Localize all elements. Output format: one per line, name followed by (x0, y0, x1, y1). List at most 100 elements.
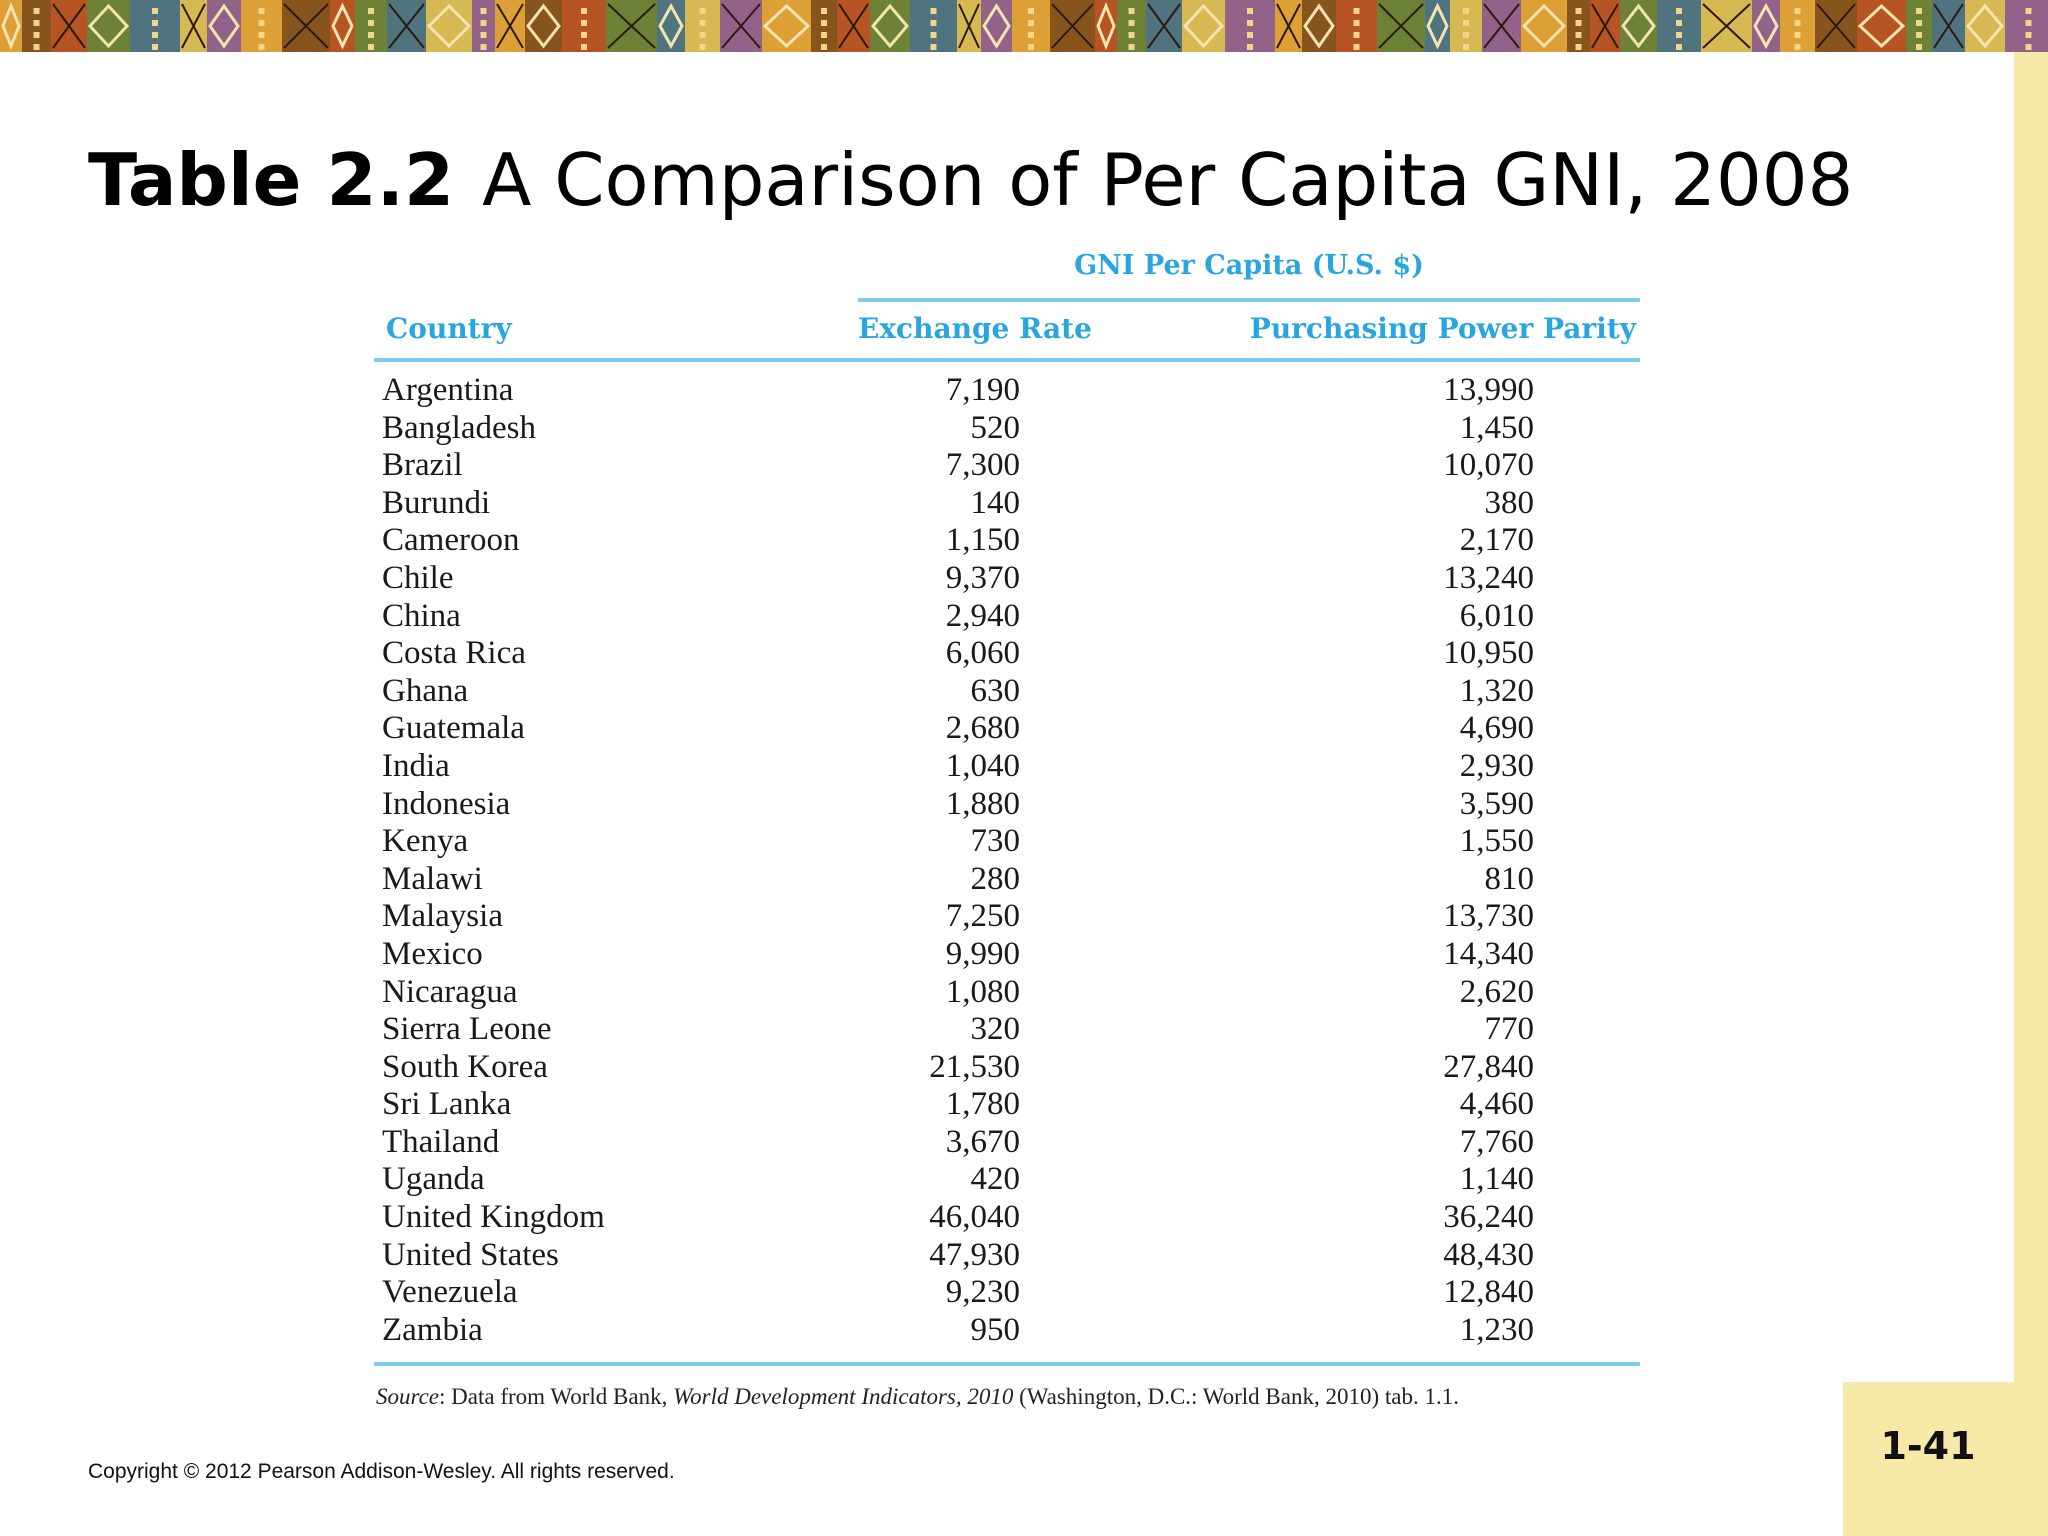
source-text-before: : Data from World Bank, (439, 1384, 674, 1409)
country-cell: South Korea (382, 1048, 548, 1085)
table-row: United Kingdom 46,040 36,240 (374, 1199, 1640, 1237)
exchange-rate-cell: 520 (970, 409, 1021, 446)
source-note: Source: Data from World Bank, World Deve… (376, 1384, 1459, 1410)
table-row: Uganda 420 1,140 (374, 1161, 1640, 1199)
page-number-box (1843, 1382, 2048, 1536)
country-cell: Guatemala (382, 710, 525, 747)
exchange-rate-cell: 420 (970, 1161, 1021, 1198)
country-cell: Chile (382, 559, 454, 596)
ppp-cell: 4,460 (1459, 1086, 1534, 1123)
country-cell: Sierra Leone (382, 1011, 552, 1048)
ppp-cell: 13,990 (1443, 372, 1534, 408)
table-row: Kenya 730 1,550 (374, 823, 1640, 861)
copyright: Copyright © 2012 Pearson Addison-Wesley.… (88, 1460, 675, 1483)
exchange-rate-cell: 9,230 (945, 1274, 1020, 1311)
ppp-cell: 2,620 (1459, 973, 1534, 1010)
table-row: Zambia 950 1,230 (374, 1312, 1640, 1350)
ppp-cell: 2,170 (1459, 522, 1534, 559)
exchange-rate-cell: 1,080 (945, 973, 1020, 1010)
ppp-cell: 7,760 (1459, 1123, 1534, 1160)
country-cell: Mexico (382, 935, 483, 972)
ppp-cell: 10,950 (1443, 635, 1534, 672)
table-row: Indonesia 1,880 3,590 (374, 786, 1640, 824)
country-cell: China (382, 597, 461, 634)
table-row: South Korea 21,530 27,840 (374, 1049, 1640, 1087)
source-italic-title: World Development Indicators, 2010 (673, 1384, 1014, 1409)
country-cell: Venezuela (382, 1274, 518, 1311)
country-cell: Zambia (382, 1311, 483, 1348)
ppp-cell: 10,070 (1443, 447, 1534, 484)
country-cell: Uganda (382, 1161, 485, 1198)
column-header-country: Country (386, 312, 512, 345)
ppp-cell: 2,930 (1459, 747, 1534, 784)
exchange-rate-cell: 7,190 (945, 372, 1020, 408)
country-cell: Kenya (382, 823, 469, 860)
ppp-cell: 1,450 (1459, 409, 1534, 446)
table-row: Mexico 9,990 14,340 (374, 936, 1640, 974)
table-row: Argentina 7,190 13,990 (374, 372, 1640, 410)
ppp-cell: 3,590 (1459, 785, 1534, 822)
ppp-cell: 6,010 (1459, 597, 1534, 634)
ppp-cell: 4,690 (1459, 710, 1534, 747)
country-cell: Indonesia (382, 785, 511, 822)
header-rule (374, 358, 1640, 362)
decorative-banner (0, 0, 2048, 52)
exchange-rate-cell: 320 (970, 1011, 1021, 1048)
column-header-exchange-rate: Exchange Rate (858, 312, 1092, 345)
country-cell: Sri Lanka (382, 1086, 512, 1123)
page-number: 1-41 (1880, 1424, 1976, 1468)
bottom-rule (374, 1362, 1640, 1366)
table-body: Argentina 7,190 13,990 Bangladesh 520 1,450 Br… (374, 372, 1640, 1349)
table-row: Malaysia 7,250 13,730 (374, 898, 1640, 936)
source-text-after: (Washington, D.C.: World Bank, 2010) tab… (1013, 1384, 1459, 1409)
table-row: Chile 9,370 13,240 (374, 560, 1640, 598)
ppp-cell: 12,840 (1443, 1274, 1534, 1311)
exchange-rate-cell: 140 (970, 484, 1021, 521)
country-cell: Malawi (382, 860, 483, 897)
ppp-cell: 1,550 (1459, 823, 1534, 860)
exchange-rate-cell: 630 (970, 672, 1021, 709)
exchange-rate-cell: 730 (970, 823, 1021, 860)
exchange-rate-cell: 1,880 (945, 785, 1020, 822)
exchange-rate-cell: 9,990 (945, 935, 1020, 972)
country-cell: India (382, 747, 450, 784)
table-row: Bangladesh 520 1,450 (374, 410, 1640, 448)
table-row: Burundi 140 380 (374, 485, 1640, 523)
exchange-rate-cell: 7,300 (945, 447, 1020, 484)
exchange-rate-cell: 1,150 (945, 522, 1020, 559)
ppp-cell: 770 (1484, 1011, 1535, 1048)
ppp-cell: 1,230 (1459, 1311, 1534, 1348)
table-row: India 1,040 2,930 (374, 748, 1640, 786)
exchange-rate-cell: 2,680 (945, 710, 1020, 747)
table-row: Brazil 7,300 10,070 (374, 447, 1640, 485)
table-row: Thailand 3,670 7,760 (374, 1124, 1640, 1162)
exchange-rate-cell: 21,530 (929, 1048, 1020, 1085)
ppp-cell: 48,430 (1443, 1236, 1534, 1273)
side-strip (2014, 52, 2048, 1536)
ppp-cell: 13,730 (1443, 898, 1534, 935)
country-cell: Bangladesh (382, 409, 536, 446)
table-row: Sierra Leone 320 770 (374, 1011, 1640, 1049)
table-row: Ghana 630 1,320 (374, 673, 1640, 711)
ppp-cell: 14,340 (1443, 935, 1534, 972)
exchange-rate-cell: 2,940 (945, 597, 1020, 634)
table-row: Sri Lanka 1,780 4,460 (374, 1086, 1640, 1124)
exchange-rate-cell: 950 (970, 1311, 1021, 1348)
exchange-rate-cell: 46,040 (929, 1199, 1020, 1236)
group-header-rule (858, 298, 1640, 302)
country-cell: Nicaragua (382, 973, 518, 1010)
table-row: United States 47,930 48,430 (374, 1237, 1640, 1275)
exchange-rate-cell: 1,040 (945, 747, 1020, 784)
exchange-rate-cell: 1,780 (945, 1086, 1020, 1123)
table-row: Malawi 280 810 (374, 861, 1640, 899)
table-row: Venezuela 9,230 12,840 (374, 1274, 1640, 1312)
table-row: Nicaragua 1,080 2,620 (374, 974, 1640, 1012)
ppp-cell: 1,140 (1459, 1161, 1534, 1198)
table-title: A Comparison of Per Capita GNI, 2008 (482, 138, 1854, 222)
country-cell: Burundi (382, 484, 491, 521)
ppp-cell: 13,240 (1443, 559, 1534, 596)
country-cell: United States (382, 1236, 559, 1273)
exchange-rate-cell: 7,250 (945, 898, 1020, 935)
ppp-cell: 36,240 (1443, 1199, 1534, 1236)
